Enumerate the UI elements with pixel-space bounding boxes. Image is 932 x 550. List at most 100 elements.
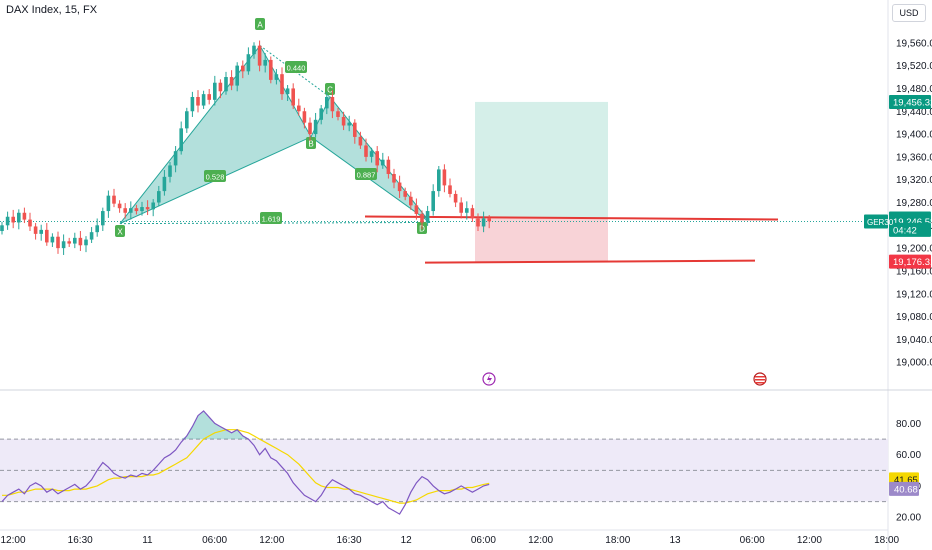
- candle-body: [22, 212, 27, 220]
- candle-body: [353, 122, 357, 137]
- candle: [84, 236, 88, 253]
- target-zone[interactable]: [475, 101, 608, 219]
- candle: [369, 147, 374, 163]
- candle-body: [364, 145, 368, 157]
- time-tick-label: 16:30: [68, 535, 93, 546]
- currency-button[interactable]: USD: [892, 4, 926, 22]
- candle-body: [392, 173, 396, 183]
- price-tag-countdown[interactable]: 04:42: [889, 222, 931, 237]
- candle: [297, 98, 301, 116]
- candle: [257, 40, 262, 72]
- pattern-point-badge: [115, 225, 125, 237]
- candle-body: [190, 96, 195, 112]
- candle-body: [28, 219, 32, 227]
- price-tick-label: 19,560.00: [896, 38, 932, 49]
- price-tick-label: 19,440.00: [896, 107, 932, 118]
- pattern-ratio[interactable]: 0.887: [355, 168, 377, 180]
- entry-trend-line[interactable]: [364, 215, 779, 221]
- candle: [319, 104, 323, 125]
- candle: [123, 203, 127, 219]
- candle: [465, 201, 469, 220]
- candle-body: [33, 226, 38, 234]
- price-tag-stop[interactable]: 19,176.31: [889, 254, 932, 269]
- us-flag-icon[interactable]: [753, 372, 767, 386]
- candle-body: [196, 96, 200, 106]
- pattern-point-label: C: [327, 86, 333, 95]
- price-tick-label: 19,280.00: [896, 198, 932, 209]
- candle: [425, 205, 430, 226]
- price-tag-bg: [889, 94, 931, 109]
- stop-trend-line[interactable]: [424, 259, 756, 264]
- candle: [285, 85, 290, 101]
- candle: [5, 211, 10, 230]
- price-tag-label: 19,246.58: [893, 217, 932, 228]
- candle-body: [453, 193, 458, 203]
- pattern-point-label: B: [308, 140, 313, 149]
- candle-body: [185, 111, 189, 129]
- candle-body: [425, 211, 430, 223]
- pattern-ratio[interactable]: 0.528: [204, 170, 226, 182]
- candle: [252, 42, 256, 59]
- candle-body: [470, 208, 475, 219]
- stop-zone[interactable]: [475, 218, 608, 262]
- candle-body: [173, 151, 178, 166]
- position-tool[interactable]: [0, 101, 888, 264]
- candle: [341, 111, 346, 131]
- candle: [381, 152, 385, 169]
- candle: [50, 233, 55, 247]
- pattern-point-x[interactable]: X: [115, 225, 125, 237]
- candle: [112, 188, 116, 208]
- candle: [22, 207, 27, 224]
- symbol-tag[interactable]: GER30: [864, 214, 894, 229]
- candle: [190, 91, 195, 117]
- candle-body: [280, 74, 284, 95]
- candle: [78, 231, 83, 251]
- candle-body: [162, 176, 167, 192]
- candle-body: [448, 185, 452, 194]
- candle: [487, 215, 491, 229]
- candle-body: [129, 208, 133, 213]
- pattern-point-b[interactable]: B: [306, 137, 316, 149]
- candle-body: [308, 122, 312, 135]
- pattern-ratio[interactable]: 1.619: [260, 212, 282, 224]
- time-axis[interactable]: 12:00 16:30 11 06:00 12:00 16:30 12 06:00 12:00 1…: [0, 529, 932, 546]
- candle: [185, 107, 189, 133]
- candle: [442, 164, 447, 193]
- candle-body: [61, 241, 66, 249]
- candle-body: [95, 225, 99, 233]
- pattern-point-label: X: [117, 228, 123, 237]
- candle-body: [476, 218, 480, 227]
- symbol-tag-bg: [864, 214, 888, 229]
- price-tick-label: 19,480.00: [896, 84, 932, 95]
- candle: [459, 197, 463, 219]
- candle-body: [437, 169, 441, 192]
- price-tick-label: 19,000.00: [896, 358, 932, 369]
- candle: [414, 198, 419, 220]
- us-flag-stripe: [755, 382, 765, 384]
- event-markers[interactable]: [482, 372, 767, 386]
- lightning-icon[interactable]: [482, 372, 496, 386]
- pattern-point-a[interactable]: A: [255, 18, 265, 30]
- candle-body: [106, 195, 111, 212]
- price-axis[interactable]: 19,560.0019,520.0019,480.0019,440.0019,4…: [864, 0, 932, 550]
- candle-body: [73, 237, 77, 244]
- price-tag-target[interactable]: 19,456.32: [889, 94, 932, 109]
- time-tick-label: 06:00: [202, 535, 227, 546]
- candle: [173, 146, 178, 173]
- candle-body: [84, 239, 88, 246]
- rsi-tag-rsi[interactable]: 40.68: [889, 481, 919, 496]
- candle: [358, 131, 363, 149]
- pattern-ratio[interactable]: 0.440: [285, 61, 307, 73]
- candle-body: [168, 165, 172, 177]
- pattern-ratio-badge: [260, 212, 282, 224]
- candle: [101, 207, 105, 232]
- pattern-ratio-badge: [285, 61, 307, 73]
- time-tick-label: 06:00: [740, 535, 765, 546]
- candle-body: [134, 208, 139, 212]
- pattern-ratio-label: 1.619: [262, 215, 281, 224]
- price-tick-label: 19,320.00: [896, 175, 932, 186]
- candle-body: [291, 88, 295, 106]
